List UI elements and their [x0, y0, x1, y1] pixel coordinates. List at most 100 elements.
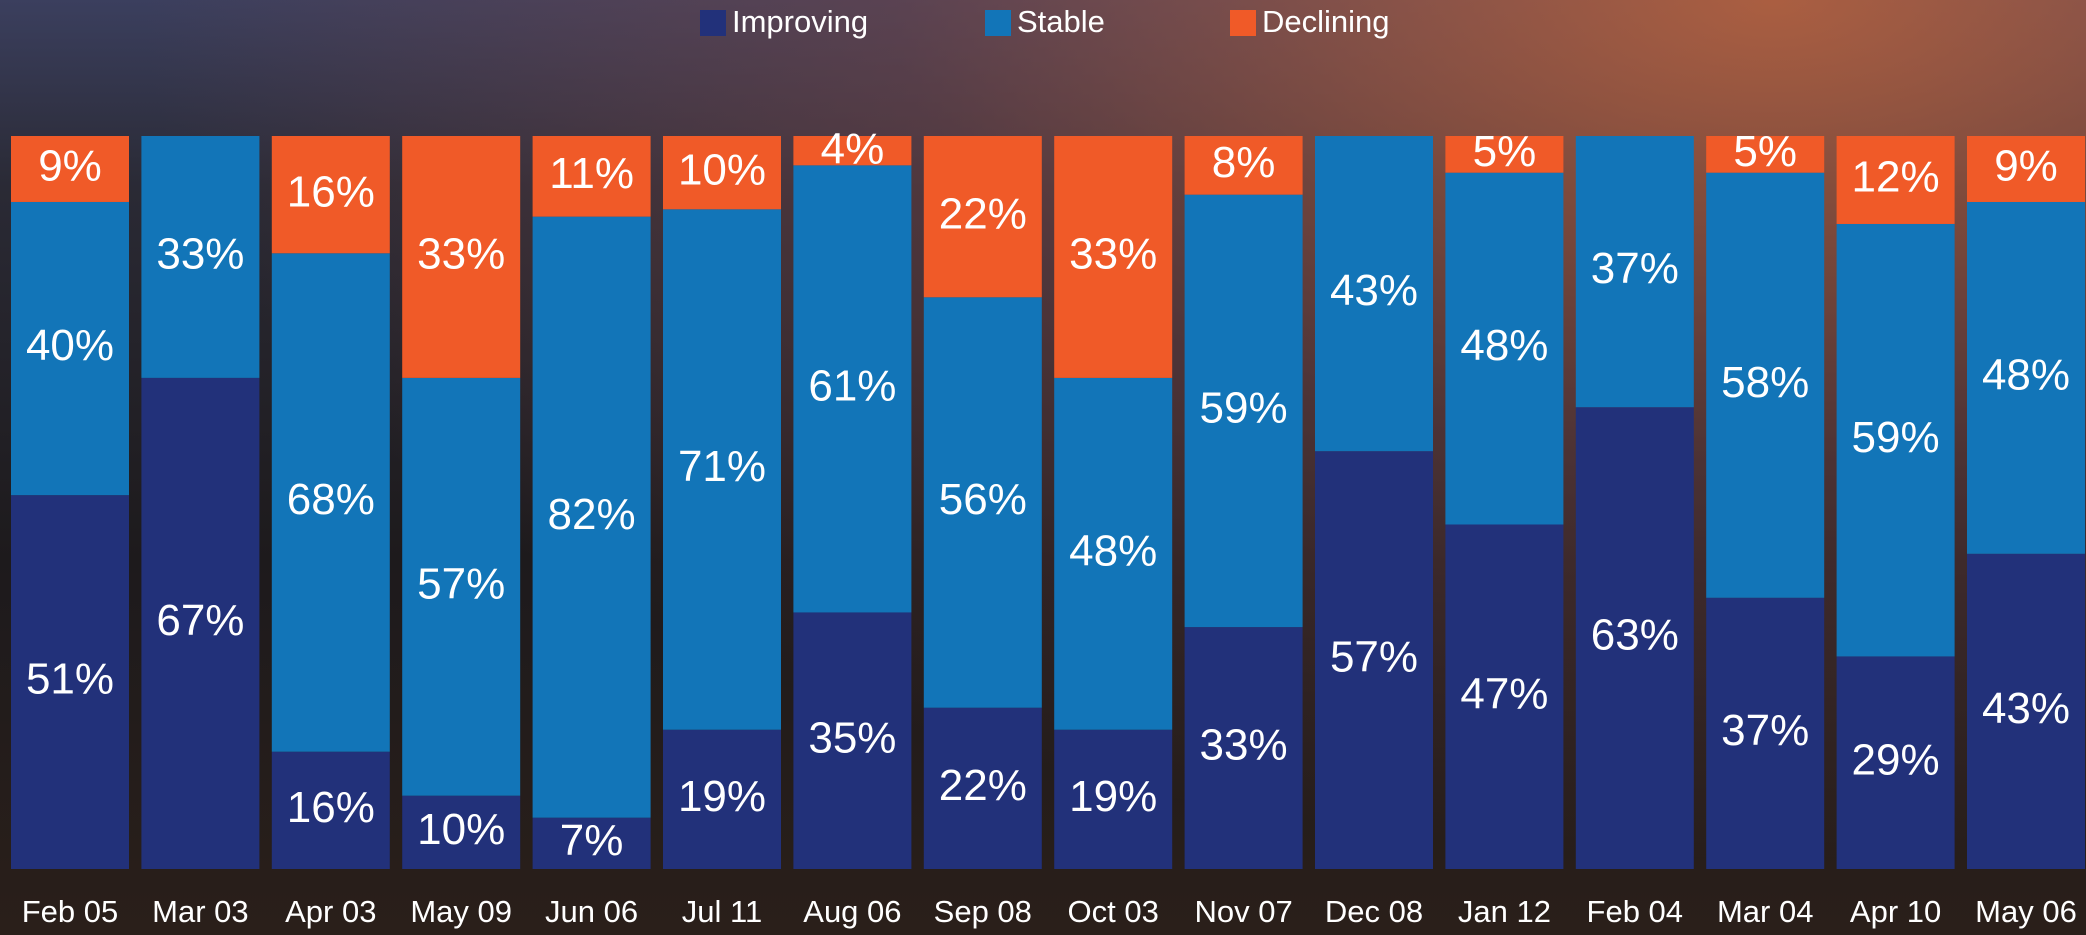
- bar-segment: [271, 253, 390, 752]
- x-tick-label: Jan 12: [1458, 894, 1551, 929]
- x-tick-label: May 09: [410, 894, 512, 929]
- value-label: 22%: [939, 761, 1027, 810]
- x-tick-label: Nov 07: [1194, 894, 1292, 929]
- bar-segment: [1184, 627, 1303, 869]
- bar-segment: [11, 201, 129, 496]
- value-label: 59%: [1200, 384, 1288, 433]
- legend-swatch: [985, 10, 1011, 36]
- value-label: 33%: [417, 230, 505, 279]
- bar-segment: [1054, 136, 1173, 378]
- value-label: 47%: [1460, 669, 1548, 718]
- x-tick-label: Feb 04: [1587, 894, 1684, 929]
- value-label: 71%: [678, 442, 766, 491]
- value-label: 33%: [1200, 721, 1288, 770]
- value-label: 19%: [1069, 772, 1157, 821]
- value-label: 48%: [1069, 526, 1157, 575]
- bar-segment: [663, 209, 781, 730]
- bar-segment: [793, 136, 912, 166]
- x-tick-label: Aug 06: [803, 894, 901, 929]
- bar-segment: [402, 377, 521, 796]
- value-label: 43%: [1982, 684, 2070, 733]
- value-label: 16%: [287, 167, 375, 216]
- x-tick-label: Mar 03: [152, 894, 248, 929]
- value-label: 63%: [1591, 611, 1679, 660]
- bar-segment: [1706, 136, 1825, 173]
- bar-segment: [923, 707, 1042, 869]
- bar-segment: [402, 795, 521, 869]
- bar-segment: [271, 136, 390, 254]
- x-tick-label: Feb 05: [22, 894, 119, 929]
- value-label: 33%: [1069, 230, 1157, 279]
- value-label: 61%: [808, 362, 896, 411]
- value-label: 57%: [417, 559, 505, 608]
- bar-segment: [1445, 172, 1564, 525]
- bar-segment: [141, 377, 260, 869]
- value-label: 22%: [939, 189, 1027, 238]
- bar-segment: [532, 136, 651, 217]
- bar-segment: [11, 136, 129, 202]
- bar-segment: [1445, 524, 1564, 869]
- legend-label: Improving: [732, 4, 868, 39]
- legend-label: Declining: [1262, 4, 1390, 39]
- bar-segment: [1706, 597, 1825, 869]
- bar-segment: [793, 165, 912, 613]
- value-label: 48%: [1460, 321, 1548, 370]
- bar-segment: [11, 495, 129, 869]
- x-tick-label: Dec 08: [1325, 894, 1423, 929]
- value-label: 19%: [678, 772, 766, 821]
- value-label: 37%: [1591, 244, 1679, 293]
- legend-swatch: [700, 10, 726, 36]
- value-label: 48%: [1982, 351, 2070, 400]
- x-tick-label: May 06: [1975, 894, 2077, 929]
- bar-segment: [1184, 136, 1303, 195]
- x-tick-label: Mar 04: [1717, 894, 1813, 929]
- bar-segment: [923, 136, 1042, 298]
- value-label: 29%: [1852, 735, 1940, 784]
- bar-segment: [402, 136, 521, 378]
- bar-segment: [1445, 136, 1564, 173]
- x-tick-label: Sep 08: [934, 894, 1032, 929]
- bar-segment: [1315, 451, 1433, 869]
- bar-segment: [1836, 223, 1955, 657]
- bar-segment: [1706, 172, 1825, 598]
- value-label: 16%: [287, 783, 375, 832]
- bar-segment: [793, 612, 912, 869]
- bar-segment: [1575, 136, 1694, 408]
- value-label: 67%: [156, 596, 244, 645]
- value-label: 40%: [26, 321, 114, 370]
- value-label: 5%: [1733, 127, 1797, 176]
- legend-label: Stable: [1017, 4, 1105, 39]
- value-label: 35%: [808, 713, 896, 762]
- value-label: 7%: [560, 816, 624, 865]
- bar-segment: [923, 297, 1042, 708]
- bar-segment: [1054, 377, 1173, 730]
- value-label: 37%: [1721, 706, 1809, 755]
- value-label: 10%: [678, 145, 766, 194]
- bar-segment: [1836, 136, 1955, 224]
- value-label: 51%: [26, 655, 114, 704]
- value-label: 9%: [38, 142, 102, 191]
- value-label: 9%: [1994, 142, 2058, 191]
- value-label: 57%: [1330, 633, 1418, 682]
- bar-segment: [532, 817, 651, 869]
- value-label: 68%: [287, 475, 375, 524]
- bar-segment: [663, 729, 781, 869]
- bar-segment: [271, 751, 390, 869]
- bar-segment: [1184, 194, 1303, 628]
- value-label: 4%: [821, 125, 885, 174]
- value-label: 56%: [939, 475, 1027, 524]
- value-label: 58%: [1721, 358, 1809, 407]
- bar-segment: [1575, 407, 1694, 869]
- value-label: 5%: [1473, 127, 1537, 176]
- value-label: 10%: [417, 805, 505, 854]
- bar-segment: [1315, 136, 1433, 452]
- value-label: 43%: [1330, 266, 1418, 315]
- bar-segment: [663, 136, 781, 210]
- bar-segment: [141, 136, 260, 378]
- bar-segment: [1967, 553, 2085, 869]
- bar-segment: [1967, 136, 2085, 202]
- value-label: 82%: [548, 490, 636, 539]
- legend-swatch: [1230, 10, 1256, 36]
